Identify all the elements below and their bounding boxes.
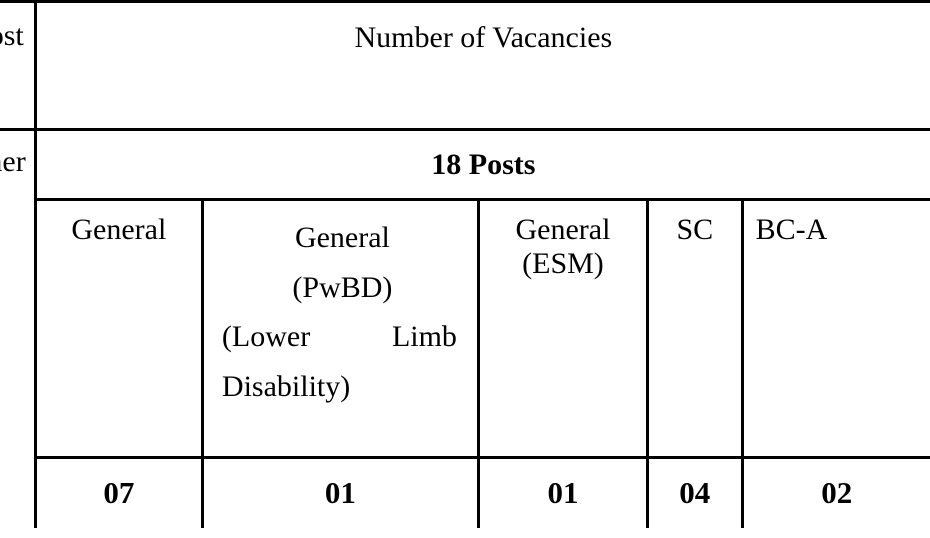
header-right-text: Number of Vacancies: [355, 21, 613, 54]
val-bca: 02: [742, 458, 930, 528]
value-row: 07 01 01 04 02: [0, 458, 930, 528]
header-right-cell: Number of Vacancies: [35, 2, 930, 130]
val-sc: 04: [647, 458, 742, 528]
val-sc-text: 04: [679, 475, 710, 510]
row-label-text: ner: [0, 145, 26, 178]
esm-line2: (ESM): [480, 247, 646, 281]
posts-header-cell: 18 Posts: [35, 130, 930, 200]
posts-row: ner 18 Posts: [0, 130, 930, 200]
vacancy-table: ost Number of Vacancies ner 18 Posts Gen…: [0, 0, 930, 528]
val-pwbd-text: 01: [325, 475, 356, 510]
col-sc-label: SC: [676, 213, 713, 246]
col-bca-header: BC-A: [742, 200, 930, 458]
pwbd-line4: Disability): [222, 362, 463, 412]
val-esm: 01: [478, 458, 647, 528]
pwbd-lower: (Lower: [222, 312, 310, 362]
col-pwbd-header: General (PwBD) (Lower Limb Disability): [202, 200, 478, 458]
col-bca-label: BC-A: [756, 213, 828, 246]
posts-header-text: 18 Posts: [431, 148, 535, 181]
col-esm-header: General (ESM): [478, 200, 647, 458]
col-general-label: General: [71, 213, 166, 246]
val-bca-text: 02: [821, 475, 852, 510]
pwbd-limb: Limb: [392, 312, 457, 362]
header-left-text: ost: [0, 19, 24, 52]
col-sc-header: SC: [647, 200, 742, 458]
val-pwbd: 01: [202, 458, 478, 528]
esm-line1: General: [480, 213, 646, 247]
val-general-text: 07: [103, 475, 134, 510]
row-label-cell: ner: [0, 130, 35, 528]
col-general-header: General: [35, 200, 202, 458]
pwbd-line2: (PwBD): [222, 263, 463, 313]
pwbd-line3: (Lower Limb: [222, 312, 463, 362]
header-left-cell: ost: [0, 2, 35, 130]
pwbd-line1: General: [222, 213, 463, 263]
category-row: General General (PwBD) (Lower Limb Disab…: [0, 200, 930, 458]
val-esm-text: 01: [547, 475, 578, 510]
val-general: 07: [35, 458, 202, 528]
header-row: ost Number of Vacancies: [0, 2, 930, 130]
